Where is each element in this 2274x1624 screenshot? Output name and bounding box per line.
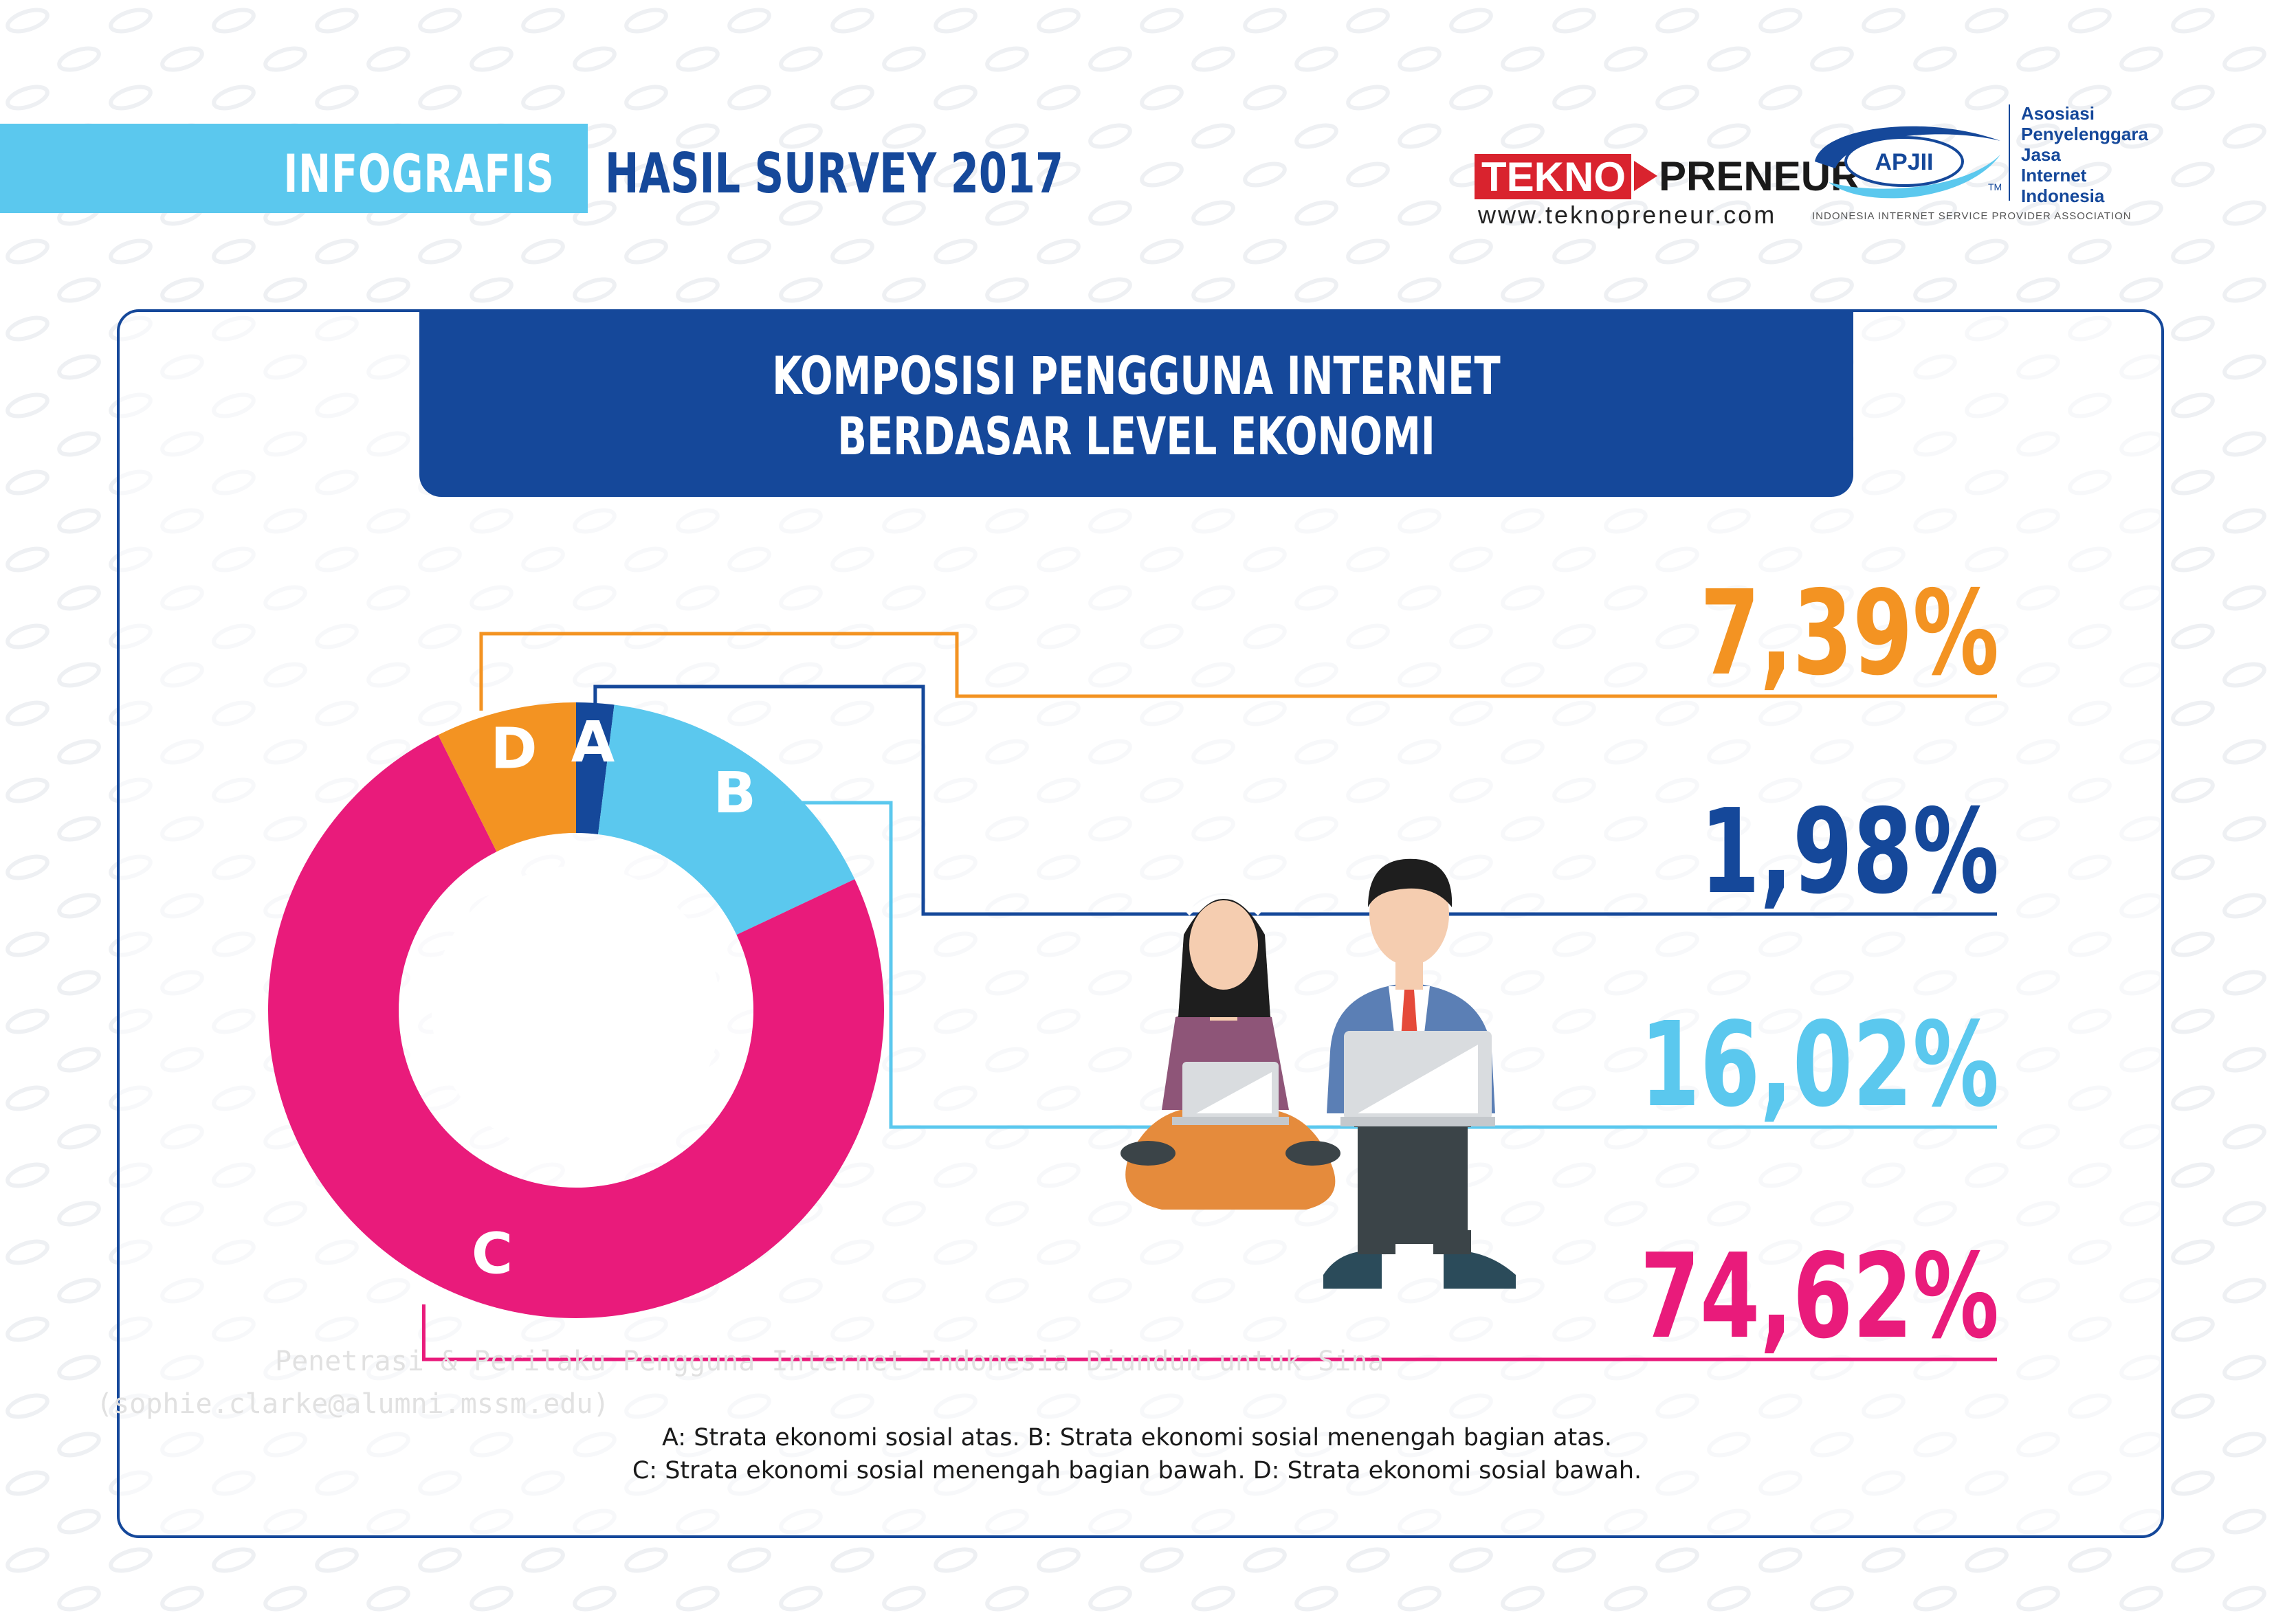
donut-slice-d [438, 702, 576, 852]
callout-line-a [593, 685, 1997, 916]
slice-label-c: C [472, 1221, 513, 1287]
people-with-laptops-icon [1121, 858, 1516, 1289]
slice-label-a: A [571, 710, 615, 775]
apjii-name-line: Jasa [2021, 144, 2061, 165]
slice-label-b: B [714, 761, 757, 826]
value-label-a: 1,98% [1700, 784, 1999, 920]
donut-slice-a [576, 702, 615, 834]
infografis-label: INFOGRAFIS [283, 143, 555, 204]
chart-title-box: KOMPOSISI PENGGUNA INTERNET BERDASAR LEV… [419, 309, 1853, 497]
donut-hole [432, 866, 720, 1155]
apjii-logo-icon: APJII TM [1815, 126, 2002, 199]
apjii-mark: APJII [1875, 149, 1933, 175]
apjii-name-line: Penyelenggara [2021, 124, 2148, 144]
apjii-name-line: Internet [2021, 165, 2087, 186]
slice-label-d: D [491, 717, 538, 782]
watermark-line-2: (sophie.clarke@alumni.mssm.edu) [96, 1388, 610, 1420]
content-frame [117, 309, 2164, 1538]
value-label-d: 7,39% [1700, 566, 1999, 702]
apjii-name-line: Indonesia [2021, 186, 2105, 206]
donut-slice-c [268, 735, 884, 1318]
legend-note-line-2: C: Strata ekonomi sosial menengah bagian… [632, 1457, 1642, 1484]
apjii-name: Asosiasi Penyelenggara Jasa Internet Ind… [2021, 103, 2148, 206]
legend-note-line-1: A: Strata ekonomi sosial atas. B: Strata… [661, 1424, 1613, 1451]
chart-title-line-2: BERDASAR LEVEL EKONOMI [837, 405, 1435, 467]
infografis-banner: INFOGRAFIS [0, 124, 588, 213]
apjii-tagline: INDONESIA INTERNET SERVICE PROVIDER ASSO… [1812, 210, 2132, 222]
teknopreneur-logo-left: TEKNO [1475, 154, 1631, 199]
callout-line-d [479, 632, 1997, 711]
teknopreneur-url: www.teknopreneur.com [1478, 201, 1777, 229]
watermark-line-1: Penetrasi & Perilaku Pengguna Internet I… [275, 1346, 1384, 1377]
apjii-divider [2009, 104, 2010, 201]
apjii-tm: TM [1988, 181, 2002, 192]
survey-title: HASIL SURVEY 2017 [605, 142, 1064, 205]
value-label-b: 16,02% [1640, 997, 1999, 1133]
chart-title-line-1: KOMPOSISI PENGGUNA INTERNET [772, 345, 1501, 406]
callout-line-c [421, 1304, 1997, 1361]
play-icon [1634, 161, 1657, 191]
donut-slice-b [598, 704, 855, 935]
value-label-c: 74,62% [1640, 1229, 1999, 1365]
donut-inner-ring [399, 833, 753, 1188]
apjii-name-line: Asosiasi [2021, 103, 2095, 124]
